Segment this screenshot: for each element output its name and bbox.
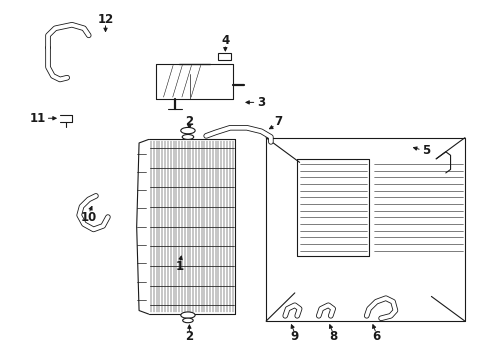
Text: 2: 2 xyxy=(185,115,193,128)
Text: 3: 3 xyxy=(257,96,265,109)
Ellipse shape xyxy=(183,318,193,323)
Text: 5: 5 xyxy=(422,144,430,157)
Text: 7: 7 xyxy=(273,115,282,128)
Text: 11: 11 xyxy=(29,112,45,125)
Text: 4: 4 xyxy=(221,34,229,47)
Ellipse shape xyxy=(181,127,195,134)
Text: 10: 10 xyxy=(81,211,97,224)
Ellipse shape xyxy=(181,312,195,318)
Text: 6: 6 xyxy=(371,330,380,343)
Ellipse shape xyxy=(182,135,193,139)
Text: 12: 12 xyxy=(97,13,113,26)
Text: 1: 1 xyxy=(175,260,183,273)
Text: 2: 2 xyxy=(185,330,193,343)
Bar xyxy=(217,53,231,60)
Text: 8: 8 xyxy=(328,330,337,343)
Text: 9: 9 xyxy=(290,330,298,343)
